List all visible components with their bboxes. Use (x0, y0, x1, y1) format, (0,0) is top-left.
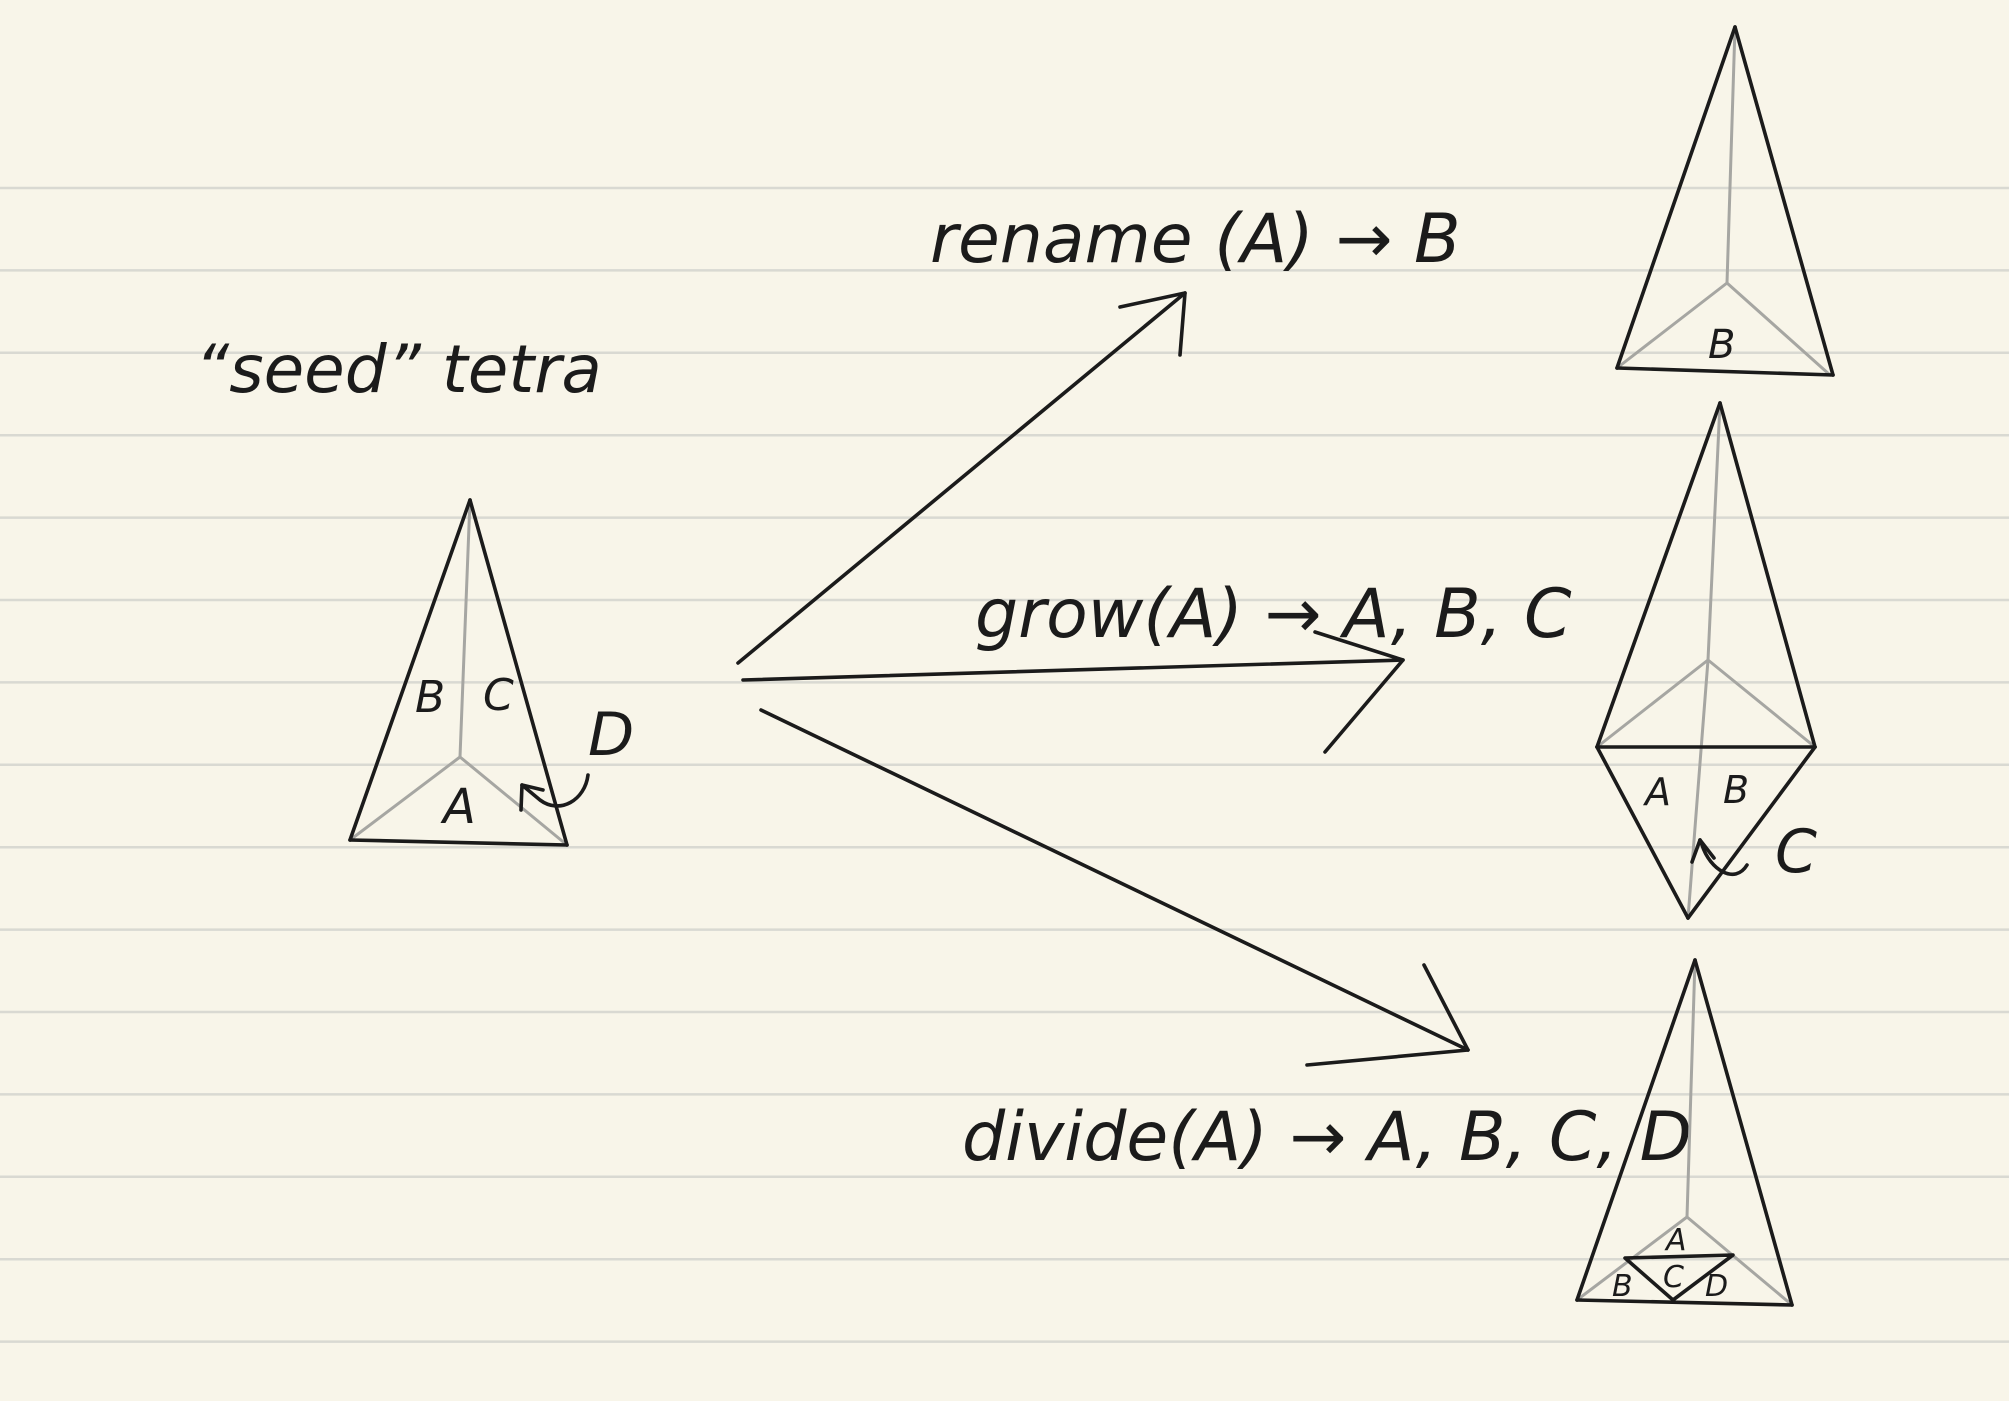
rename-tetrahedron (1615, 25, 1835, 377)
divide-arrow (759, 708, 1470, 1067)
grow-face-b-label: B (1723, 768, 1749, 812)
ruled-lines (0, 186, 2009, 1343)
rename-arrow (736, 291, 1187, 665)
grow-double-tetrahedron (1595, 401, 1817, 920)
grow-arrow (741, 630, 1405, 754)
rename-face-b-label: B (1708, 322, 1735, 368)
grow-face-c-label: C (1775, 817, 1817, 887)
divide-face-d-label: D (1705, 1269, 1728, 1304)
seed-face-a-label: A (440, 779, 476, 835)
seed-tetrahedron (348, 498, 590, 847)
seed-title: “seed” tetra (195, 331, 602, 408)
divide-face-c-label: C (1663, 1260, 1684, 1295)
seed-face-d-label: D (588, 700, 634, 770)
face-d-pointer-arrow (520, 773, 590, 808)
grow-face-a-label: A (1642, 770, 1671, 814)
rename-label: rename (A) → B (930, 200, 1461, 279)
seed-face-c-label: C (483, 670, 514, 721)
divide-face-b-label: B (1612, 1269, 1633, 1304)
divide-face-a-label: A (1664, 1223, 1687, 1258)
seed-face-b-label: B (415, 672, 445, 723)
divide-tetrahedron (1575, 958, 1794, 1307)
divide-label: divide(A) → A, B, C, D (962, 1098, 1692, 1177)
grow-label: grow(A) → A, B, C (975, 575, 1572, 654)
